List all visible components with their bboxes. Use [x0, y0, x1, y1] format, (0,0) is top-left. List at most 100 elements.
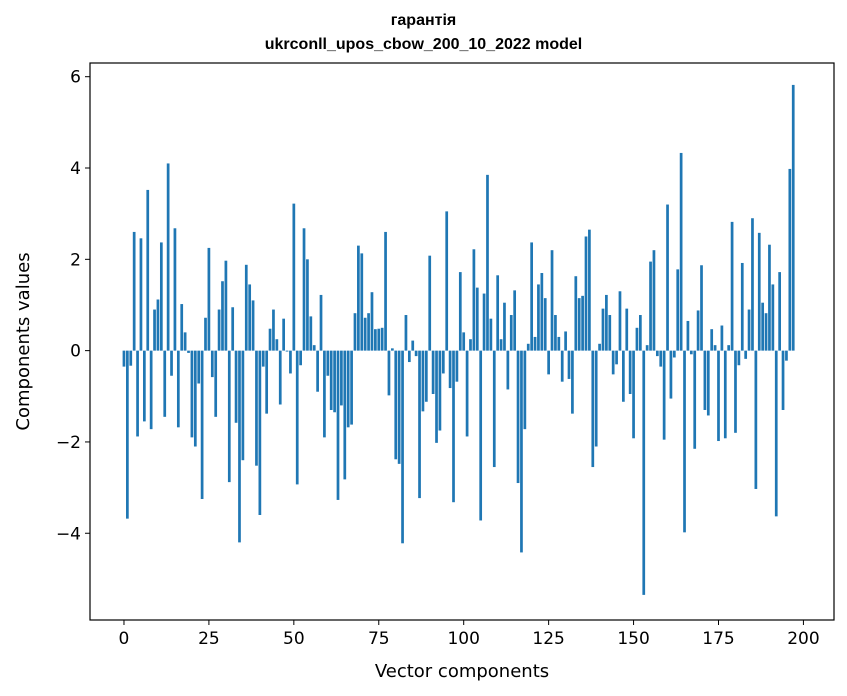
bar — [482, 293, 486, 351]
axes-frame — [89, 62, 835, 621]
bar — [560, 350, 564, 382]
bar — [526, 343, 530, 351]
bar — [217, 309, 221, 351]
x-tick-label: 200 — [787, 629, 819, 649]
bar — [275, 339, 279, 351]
bar — [285, 350, 289, 352]
bar — [509, 315, 513, 351]
bar — [234, 350, 238, 423]
bar — [625, 308, 629, 351]
bar — [401, 350, 404, 544]
bar — [785, 350, 788, 361]
bar — [421, 350, 425, 412]
bar — [598, 343, 601, 351]
bar — [258, 350, 262, 515]
bar — [129, 350, 133, 366]
bar — [428, 255, 432, 351]
bar — [316, 350, 319, 392]
bar — [159, 242, 163, 351]
bar — [414, 350, 418, 357]
bar — [289, 350, 292, 374]
bar — [438, 350, 442, 431]
bar — [261, 350, 265, 367]
bar — [265, 350, 269, 414]
bar — [156, 299, 160, 351]
bar — [248, 284, 252, 351]
bar — [628, 350, 632, 395]
bar — [139, 238, 143, 351]
bar — [554, 315, 557, 351]
bar — [543, 298, 547, 351]
bar — [649, 261, 652, 351]
bar — [278, 350, 282, 405]
bar — [431, 350, 435, 395]
bar — [370, 292, 374, 351]
bar — [292, 203, 296, 351]
bar — [411, 340, 415, 351]
bar — [323, 350, 326, 438]
bar — [251, 300, 255, 351]
bar — [387, 350, 391, 396]
chart-title: гарантія — [390, 12, 457, 29]
bar — [319, 294, 323, 351]
bar — [540, 273, 544, 351]
bar — [618, 291, 622, 351]
bar — [710, 329, 714, 351]
chart-subtitle: ukrconll_upos_cbow_200_10_2022 model — [264, 36, 583, 53]
bar — [679, 152, 683, 351]
bar — [282, 318, 286, 351]
bar — [638, 315, 642, 351]
x-axis-ticks: 0 25 50 75 100 125 150 175 200 — [119, 620, 820, 649]
bar — [448, 350, 452, 389]
bar — [557, 336, 561, 351]
bar — [197, 350, 201, 384]
bar — [503, 302, 506, 351]
bar — [791, 84, 795, 351]
bar — [720, 325, 724, 351]
bar — [170, 350, 173, 376]
bar — [469, 339, 472, 351]
bar — [306, 259, 309, 351]
bar — [751, 218, 754, 351]
y-tick-label: 6 — [70, 68, 81, 88]
bar — [462, 332, 466, 351]
bar — [350, 350, 353, 425]
bar — [367, 313, 370, 351]
bar — [363, 317, 367, 351]
bar — [642, 350, 646, 595]
y-tick-label: 4 — [70, 159, 81, 179]
bar — [683, 350, 686, 533]
bar — [506, 350, 510, 390]
bar — [513, 290, 517, 351]
bar — [730, 221, 734, 351]
bar — [645, 345, 649, 351]
bar — [652, 250, 656, 351]
bar — [764, 313, 768, 351]
bar — [299, 350, 302, 366]
bar — [533, 336, 537, 351]
bar — [190, 350, 194, 438]
x-tick-label: 25 — [198, 629, 220, 649]
bar — [418, 350, 421, 499]
bar — [272, 309, 275, 351]
bar — [374, 329, 377, 351]
bar — [499, 339, 503, 351]
bar — [611, 350, 615, 375]
bar — [574, 276, 578, 351]
bar — [489, 318, 493, 351]
bar — [740, 262, 744, 351]
bar — [187, 350, 190, 353]
bar — [343, 350, 347, 480]
bar — [706, 350, 710, 416]
bar — [781, 350, 785, 410]
bar — [696, 310, 700, 351]
bar — [676, 269, 680, 351]
bar — [180, 304, 184, 351]
bar — [452, 350, 455, 503]
bar — [377, 328, 381, 351]
bar — [717, 350, 720, 442]
bar — [302, 228, 306, 351]
bar — [309, 316, 313, 351]
bar — [768, 244, 771, 351]
x-tick-label: 175 — [702, 629, 734, 649]
